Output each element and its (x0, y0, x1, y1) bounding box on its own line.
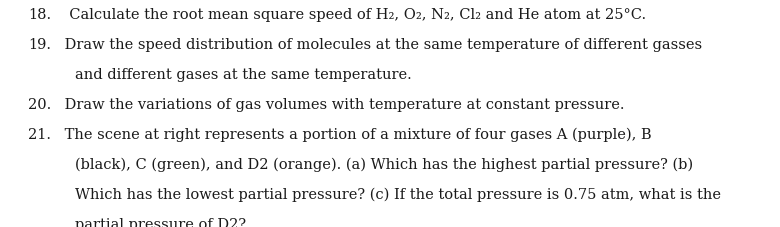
Text: partial pressure of D2?: partial pressure of D2? (75, 217, 246, 227)
Text: The scene at right represents a portion of a mixture of four gases A (purple), B: The scene at right represents a portion … (60, 127, 651, 142)
Text: 21.: 21. (28, 127, 51, 141)
Text: Draw the speed distribution of molecules at the same temperature of different ga: Draw the speed distribution of molecules… (60, 38, 702, 52)
Text: Draw the variations of gas volumes with temperature at constant pressure.: Draw the variations of gas volumes with … (60, 98, 625, 111)
Text: 19.: 19. (28, 38, 51, 52)
Text: Calculate the root mean square speed of H₂, O₂, N₂, Cl₂ and He atom at 25°C.: Calculate the root mean square speed of … (60, 8, 646, 22)
Text: 20.: 20. (28, 98, 51, 111)
Text: (black), C (green), and D2 (orange). (a) Which has the highest partial pressure?: (black), C (green), and D2 (orange). (a)… (75, 157, 693, 172)
Text: 18.: 18. (28, 8, 51, 22)
Text: Which has the lowest partial pressure? (c) If the total pressure is 0.75 atm, wh: Which has the lowest partial pressure? (… (75, 187, 721, 202)
Text: and different gases at the same temperature.: and different gases at the same temperat… (75, 68, 412, 82)
